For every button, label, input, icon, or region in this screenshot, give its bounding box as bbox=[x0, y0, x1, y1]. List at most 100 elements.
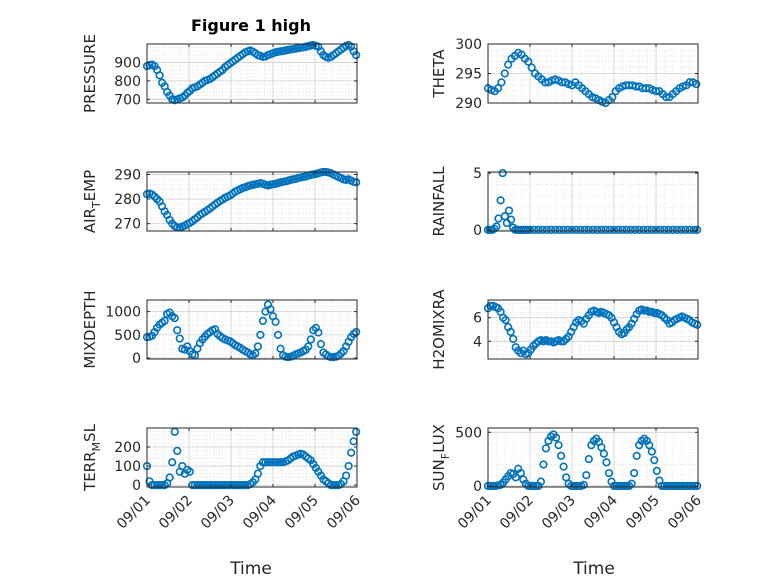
subplot-3: 270 280 290 AIRTEMP bbox=[81, 167, 361, 233]
data-point bbox=[630, 225, 640, 234]
y-axis-label: THETA bbox=[430, 49, 448, 99]
data-point bbox=[677, 481, 687, 491]
subplot-6: 4 6 H2OMIXRA bbox=[430, 289, 702, 370]
data-point bbox=[647, 447, 656, 456]
data-point bbox=[344, 461, 353, 471]
data-point bbox=[258, 458, 268, 467]
data-point bbox=[347, 448, 356, 457]
data-point bbox=[597, 225, 606, 234]
data-point bbox=[203, 480, 212, 490]
y-tick-label: 290 bbox=[455, 96, 482, 112]
data-point bbox=[155, 480, 164, 490]
data-point bbox=[572, 481, 581, 491]
data-point bbox=[256, 330, 265, 339]
data-point bbox=[524, 481, 533, 491]
y-tick-label: 0 bbox=[473, 479, 482, 495]
y-tick-label: 280 bbox=[114, 192, 141, 208]
data-point bbox=[507, 215, 516, 224]
data-point bbox=[185, 467, 194, 476]
data-point bbox=[682, 481, 692, 491]
y-tick-label: 700 bbox=[114, 92, 141, 108]
data-point bbox=[534, 225, 543, 234]
data-point bbox=[662, 481, 672, 491]
data-point bbox=[173, 446, 182, 455]
data-point bbox=[221, 480, 230, 490]
data-point bbox=[241, 480, 250, 490]
axes-box bbox=[487, 427, 699, 488]
data-point bbox=[173, 326, 182, 335]
data-point bbox=[536, 477, 546, 486]
data-point bbox=[647, 225, 656, 234]
data-point bbox=[626, 225, 635, 234]
data-point bbox=[556, 451, 566, 460]
figure-title: Figure 1 high bbox=[191, 16, 311, 35]
y-tick-label: 290 bbox=[114, 167, 141, 183]
data-point bbox=[567, 481, 576, 491]
data-point bbox=[170, 427, 179, 436]
data-point bbox=[559, 225, 568, 234]
data-point bbox=[661, 92, 671, 102]
data-point bbox=[693, 225, 702, 234]
data-point bbox=[511, 473, 520, 482]
data-point bbox=[614, 225, 623, 234]
data-point bbox=[492, 222, 501, 231]
data-point bbox=[580, 225, 589, 234]
subplot-4: 0 5 RAINFALL bbox=[430, 166, 702, 239]
data-point bbox=[268, 458, 278, 467]
data-point bbox=[486, 481, 495, 491]
y-tick-label: 500 bbox=[455, 425, 482, 441]
data-point bbox=[504, 60, 513, 69]
data-point bbox=[612, 481, 621, 491]
data-point bbox=[170, 314, 179, 323]
data-point bbox=[652, 466, 661, 476]
data-point bbox=[693, 481, 702, 491]
data-point bbox=[554, 441, 563, 450]
data-point bbox=[672, 481, 682, 491]
data-point bbox=[650, 308, 659, 318]
data-point bbox=[276, 458, 285, 467]
y-axis-label: RAINFALL bbox=[430, 166, 448, 237]
data-point bbox=[498, 169, 507, 178]
data-point bbox=[668, 225, 677, 234]
data-point bbox=[555, 225, 564, 234]
data-point bbox=[574, 481, 583, 491]
data-point bbox=[639, 225, 648, 234]
data-point bbox=[645, 307, 654, 316]
data-point bbox=[650, 456, 659, 465]
data-point bbox=[226, 480, 235, 490]
data-point bbox=[306, 335, 315, 344]
data-point bbox=[656, 225, 665, 234]
data-point bbox=[685, 225, 694, 234]
data-point bbox=[657, 481, 666, 491]
data-point bbox=[493, 84, 503, 93]
data-point bbox=[619, 481, 629, 491]
data-point bbox=[352, 178, 361, 187]
data-point bbox=[251, 349, 260, 358]
data-point bbox=[213, 480, 222, 490]
data-point bbox=[588, 225, 598, 234]
data-point bbox=[314, 328, 323, 337]
subplot-2: 290 295 300 THETA bbox=[430, 37, 701, 112]
data-point bbox=[231, 480, 240, 490]
data-point bbox=[273, 330, 283, 339]
data-point bbox=[630, 468, 639, 478]
data-point bbox=[569, 481, 578, 491]
data-point bbox=[526, 481, 535, 491]
data-point bbox=[500, 69, 509, 78]
data-point bbox=[635, 225, 644, 234]
y-tick-label: 4 bbox=[473, 334, 482, 350]
data-point bbox=[675, 481, 684, 491]
data-point bbox=[609, 225, 619, 234]
data-point bbox=[567, 225, 577, 234]
data-point bbox=[155, 71, 164, 80]
y-tick-label: 1000 bbox=[105, 305, 141, 321]
y-axis-label: PRESSURE bbox=[81, 34, 99, 113]
data-point bbox=[572, 225, 581, 234]
axes-box bbox=[487, 299, 699, 360]
data-point bbox=[501, 315, 510, 325]
data-point bbox=[341, 471, 351, 480]
data-point bbox=[326, 353, 336, 362]
data-point bbox=[544, 337, 553, 346]
data-point bbox=[263, 458, 273, 467]
